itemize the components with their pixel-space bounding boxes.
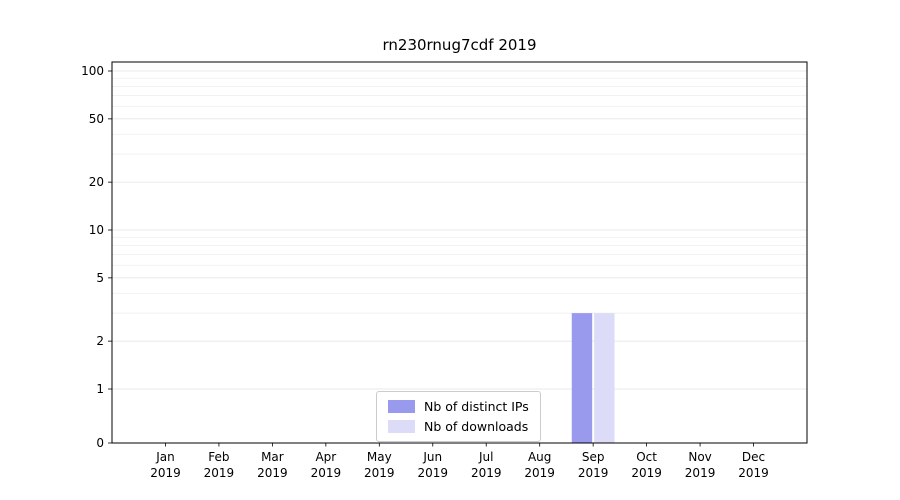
x-tick-label-year: 2019	[364, 466, 395, 480]
x-tick-label-month: Aug	[528, 450, 551, 464]
x-tick-label-year: 2019	[311, 466, 342, 480]
y-tick-label: 2	[96, 334, 104, 348]
x-tick-label-month: Jul	[478, 450, 493, 464]
legend-swatch-distinct-ips	[388, 400, 415, 413]
axes-spines	[111, 61, 808, 444]
x-tick-label-month: Oct	[636, 450, 657, 464]
x-tick-label-year: 2019	[417, 466, 448, 480]
legend: Nb of distinct IPs Nb of downloads	[376, 391, 541, 442]
bar-sep-series0	[571, 313, 593, 443]
x-tick-label-year: 2019	[685, 466, 716, 480]
x-tick-label-month: May	[367, 450, 392, 464]
x-tick-label-year: 2019	[631, 466, 662, 480]
x-tick-label-year: 2019	[738, 466, 769, 480]
x-tick-label-year: 2019	[578, 466, 609, 480]
legend-label-distinct-ips: Nb of distinct IPs	[424, 399, 529, 414]
bar-sep-series1	[594, 313, 615, 443]
x-tick-label-year: 2019	[150, 466, 181, 480]
y-tick-label: 50	[89, 112, 104, 126]
y-tick-label: 20	[89, 175, 104, 189]
x-tick-label-year: 2019	[524, 466, 555, 480]
legend-item-distinct-ips: Nb of distinct IPs	[388, 399, 529, 414]
x-tick-label-month: Mar	[261, 450, 284, 464]
y-tick-label: 1	[96, 382, 104, 396]
x-tick-label-month: Feb	[208, 450, 229, 464]
y-tick-label: 0	[96, 436, 104, 450]
x-tick-label-month: Jan	[155, 450, 175, 464]
x-tick-label-month: Apr	[315, 450, 336, 464]
legend-label-downloads: Nb of downloads	[424, 419, 529, 434]
legend-item-downloads: Nb of downloads	[388, 419, 529, 434]
legend-swatch-downloads	[388, 420, 415, 433]
x-tick-label-month: Dec	[742, 450, 765, 464]
x-tick-label-year: 2019	[204, 466, 235, 480]
y-tick-label: 5	[96, 271, 104, 285]
x-tick-label-year: 2019	[257, 466, 288, 480]
x-tick-label-month: Nov	[688, 450, 711, 464]
y-tick-label: 100	[81, 64, 104, 78]
x-tick-label-year: 2019	[471, 466, 502, 480]
x-tick-label-month: Sep	[582, 450, 605, 464]
chart-title: rn230rnug7cdf 2019	[382, 36, 537, 54]
y-tick-label: 10	[89, 223, 104, 237]
x-tick-label-month: Jun	[422, 450, 442, 464]
